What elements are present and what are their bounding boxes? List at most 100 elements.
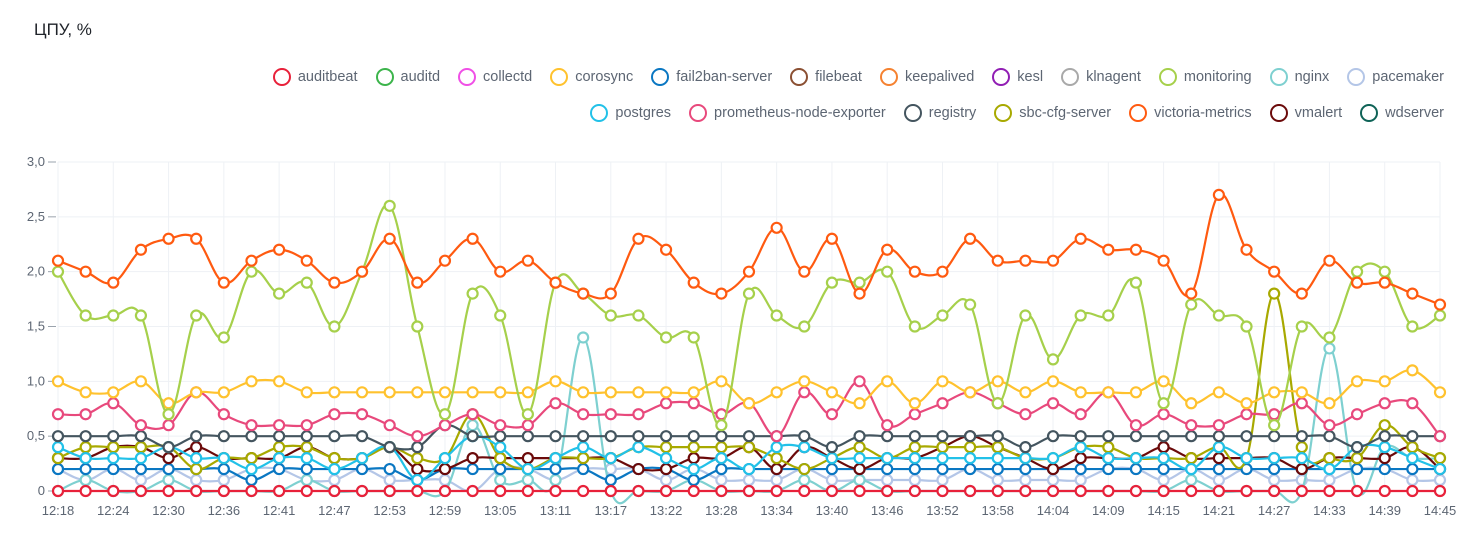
legend-circle-icon [992, 68, 1011, 86]
legend-item-wdserver[interactable]: wdserver [1360, 98, 1444, 128]
data-point-auditbeat [466, 484, 479, 498]
data-point-monitoring [217, 331, 230, 344]
data-point-auditbeat [1240, 484, 1253, 498]
data-point-auditbeat [1074, 484, 1087, 498]
legend-item-filebeat[interactable]: filebeat [790, 62, 862, 92]
legend-item-kesl[interactable]: kesl [992, 62, 1043, 92]
data-point-postgres [1157, 452, 1170, 465]
legend-label: postgres [615, 105, 672, 121]
x-tick-label: 12:59 [429, 503, 462, 518]
legend-item-sbc-cfg-server[interactable]: sbc-cfg-server [994, 98, 1111, 128]
data-point-auditbeat [1406, 484, 1419, 498]
legend-item-keepalived[interactable]: keepalived [879, 62, 974, 92]
data-point-auditbeat [190, 484, 203, 498]
legend-item-pacemaker[interactable]: pacemaker [1347, 62, 1444, 92]
data-point-monitoring [825, 276, 839, 289]
legend-label: wdserver [1385, 105, 1444, 121]
data-point-auditbeat [1046, 484, 1060, 498]
data-point-corosync [1046, 375, 1060, 388]
data-point-prometheus-node-exporter [825, 408, 839, 421]
data-point-vmalert [659, 462, 673, 476]
data-point-postgres [1295, 452, 1308, 465]
data-point-monitoring [908, 320, 921, 333]
data-point-monitoring [659, 331, 673, 344]
data-point-pacemaker [1019, 473, 1032, 487]
legend-item-klnagent[interactable]: klnagent [1061, 62, 1141, 92]
data-point-monitoring [1074, 309, 1087, 322]
data-point-pacemaker [1406, 473, 1419, 487]
data-point-fail2ban-server [355, 462, 369, 476]
data-point-registry [1378, 430, 1391, 443]
data-point-victoria-metrics [1185, 287, 1198, 300]
data-point-corosync [881, 375, 894, 388]
data-point-prometheus-node-exporter [107, 397, 120, 410]
legend-item-nginx[interactable]: nginx [1269, 62, 1329, 92]
data-point-monitoring [1240, 320, 1253, 333]
data-point-sbc-cfg-server [245, 452, 258, 465]
x-tick-label: 12:53 [373, 503, 406, 518]
data-point-monitoring [715, 419, 728, 432]
data-point-registry [134, 430, 148, 443]
data-point-auditbeat [107, 484, 120, 498]
data-point-corosync [1240, 397, 1253, 410]
data-point-postgres [355, 452, 369, 465]
data-point-registry [383, 441, 396, 454]
legend-item-auditbeat[interactable]: auditbeat [272, 62, 358, 92]
data-point-nginx [853, 473, 866, 487]
data-point-postgres [881, 452, 894, 465]
legend-item-corosync[interactable]: corosync [550, 62, 633, 92]
data-point-auditbeat [991, 484, 1004, 498]
data-point-auditbeat [51, 484, 65, 498]
data-point-sbc-cfg-server [577, 452, 590, 465]
legend-item-postgres[interactable]: postgres [590, 98, 671, 128]
data-point-fail2ban-server [1378, 462, 1391, 476]
data-point-victoria-metrics [1378, 276, 1391, 289]
data-point-auditbeat [1019, 484, 1032, 498]
legend-item-auditd[interactable]: auditd [375, 62, 440, 92]
legend-item-registry[interactable]: registry [903, 98, 976, 128]
data-point-postgres [51, 441, 65, 454]
legend-item-monitoring[interactable]: monitoring [1158, 62, 1252, 92]
legend-item-collectd[interactable]: collectd [458, 62, 532, 92]
legend-item-vmalert[interactable]: vmalert [1269, 98, 1342, 128]
data-point-postgres [300, 452, 313, 465]
data-point-corosync [79, 386, 92, 399]
data-point-victoria-metrics [659, 243, 673, 256]
data-point-registry [881, 430, 894, 443]
data-point-corosync [659, 386, 673, 399]
data-point-monitoring [742, 287, 756, 300]
data-point-postgres [549, 452, 562, 465]
legend-circle-icon [903, 104, 922, 122]
x-tick-label: 13:22 [650, 503, 683, 518]
data-point-monitoring [1433, 309, 1447, 322]
data-point-corosync [687, 386, 700, 399]
data-point-victoria-metrics [245, 254, 258, 267]
data-point-sbc-cfg-server [1378, 419, 1391, 432]
legend-circle-icon [651, 68, 670, 86]
data-point-monitoring [687, 331, 700, 344]
legend-item-fail2ban-server[interactable]: fail2ban-server [651, 62, 772, 92]
y-tick-label: 2,5 [27, 209, 45, 224]
legend-item-prometheus-node-exporter[interactable]: prometheus-node-exporter [689, 98, 886, 128]
data-point-victoria-metrics [1295, 287, 1308, 300]
data-point-pacemaker [742, 473, 756, 487]
data-point-auditbeat [908, 484, 921, 498]
legend-item-victoria-metrics[interactable]: victoria-metrics [1129, 98, 1252, 128]
data-point-monitoring [881, 265, 894, 278]
x-tick-label: 14:09 [1092, 503, 1125, 518]
data-point-pacemaker [715, 473, 728, 487]
data-point-sbc-cfg-server [1185, 452, 1198, 465]
data-point-prometheus-node-exporter [217, 408, 230, 421]
data-point-postgres [991, 452, 1004, 465]
data-point-victoria-metrics [79, 265, 92, 278]
legend-label: pacemaker [1372, 69, 1444, 85]
data-point-postgres [1102, 452, 1115, 465]
data-point-sbc-cfg-server [51, 452, 65, 465]
data-point-sbc-cfg-server [1433, 452, 1447, 465]
data-point-postgres [1433, 462, 1447, 476]
x-tick-label: 12:47 [318, 503, 351, 518]
x-tick-label: 13:40 [816, 503, 849, 518]
data-point-auditbeat [577, 484, 590, 498]
x-tick-label: 13:05 [484, 503, 517, 518]
